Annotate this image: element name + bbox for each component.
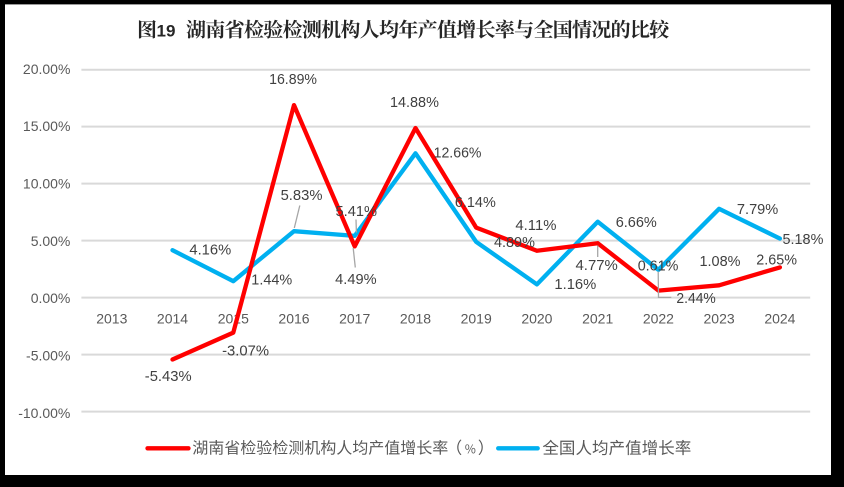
svg-text:-5.43%: -5.43% bbox=[145, 369, 192, 385]
svg-text:0.61%: 0.61% bbox=[638, 259, 679, 275]
svg-text:4.11%: 4.11% bbox=[515, 218, 556, 234]
svg-text:2013: 2013 bbox=[96, 310, 127, 326]
svg-text:19: 19 bbox=[157, 22, 176, 41]
svg-text:1.16%: 1.16% bbox=[554, 277, 596, 293]
svg-text:4.16%: 4.16% bbox=[189, 243, 231, 259]
svg-text:2015: 2015 bbox=[218, 310, 249, 326]
svg-text:5.18%: 5.18% bbox=[783, 232, 824, 248]
svg-text:2021: 2021 bbox=[582, 310, 613, 326]
svg-text:2022: 2022 bbox=[643, 310, 674, 326]
svg-text:2019: 2019 bbox=[461, 310, 492, 326]
svg-text:6.14%: 6.14% bbox=[455, 195, 496, 211]
svg-text:5.41%: 5.41% bbox=[336, 204, 378, 220]
svg-text:7.79%: 7.79% bbox=[737, 202, 778, 218]
svg-text:1.08%: 1.08% bbox=[700, 254, 741, 270]
svg-text:2018: 2018 bbox=[400, 310, 431, 326]
svg-text:2023: 2023 bbox=[704, 310, 735, 326]
svg-text:-5.00%: -5.00% bbox=[26, 347, 70, 363]
svg-text:5.83%: 5.83% bbox=[281, 188, 323, 204]
svg-text:16.89%: 16.89% bbox=[269, 72, 317, 88]
svg-text:10.00%: 10.00% bbox=[23, 176, 70, 192]
svg-text:2.65%: 2.65% bbox=[756, 252, 797, 268]
svg-text:20.00%: 20.00% bbox=[23, 61, 70, 77]
svg-text:1.44%: 1.44% bbox=[251, 273, 292, 289]
svg-text:-3.07%: -3.07% bbox=[222, 343, 269, 359]
svg-text:2016: 2016 bbox=[278, 310, 309, 326]
svg-text:5.00%: 5.00% bbox=[31, 233, 71, 249]
svg-text:4.89%: 4.89% bbox=[494, 235, 535, 251]
svg-text:12.66%: 12.66% bbox=[434, 146, 482, 162]
svg-text:4.77%: 4.77% bbox=[576, 258, 618, 274]
svg-text:0.00%: 0.00% bbox=[31, 290, 71, 306]
svg-text:14.88%: 14.88% bbox=[390, 95, 439, 111]
svg-text:2017: 2017 bbox=[339, 310, 370, 326]
svg-text:4.49%: 4.49% bbox=[335, 272, 376, 288]
svg-text:2014: 2014 bbox=[157, 310, 188, 326]
svg-text:15.00%: 15.00% bbox=[23, 118, 70, 134]
svg-text:2020: 2020 bbox=[521, 310, 552, 326]
svg-text:6.66%: 6.66% bbox=[616, 215, 657, 231]
svg-text:2024: 2024 bbox=[764, 310, 795, 326]
svg-text:-10.00%: -10.00% bbox=[18, 405, 70, 421]
svg-text:2.44%: 2.44% bbox=[676, 291, 715, 307]
